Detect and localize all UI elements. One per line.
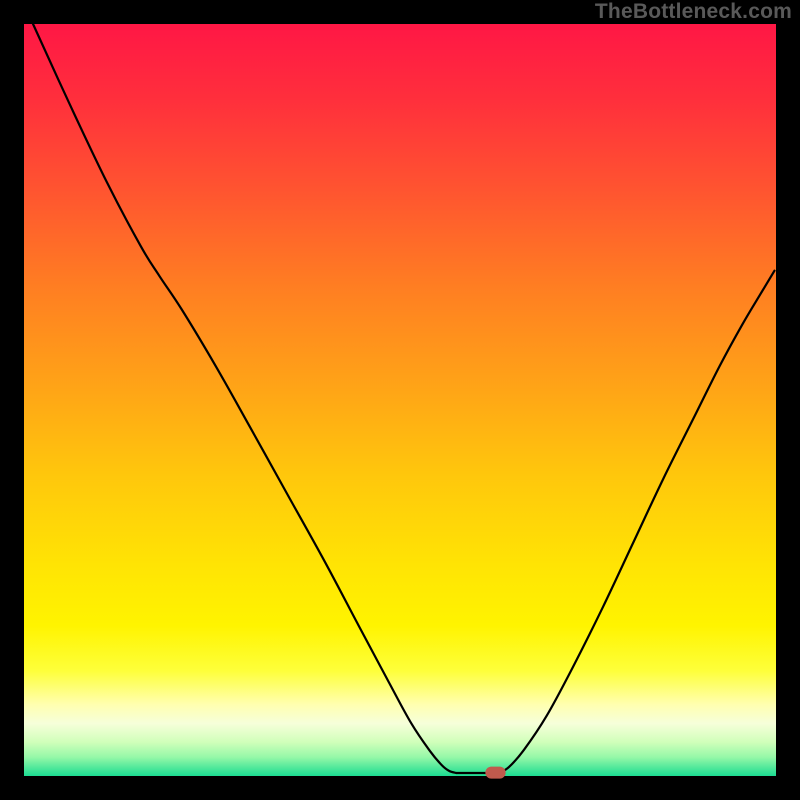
- bottleneck-chart: [0, 0, 800, 800]
- watermark-label: TheBottleneck.com: [595, 0, 792, 24]
- plot-background: [24, 24, 776, 776]
- balance-marker: [485, 767, 505, 779]
- chart-frame: TheBottleneck.com: [0, 0, 800, 800]
